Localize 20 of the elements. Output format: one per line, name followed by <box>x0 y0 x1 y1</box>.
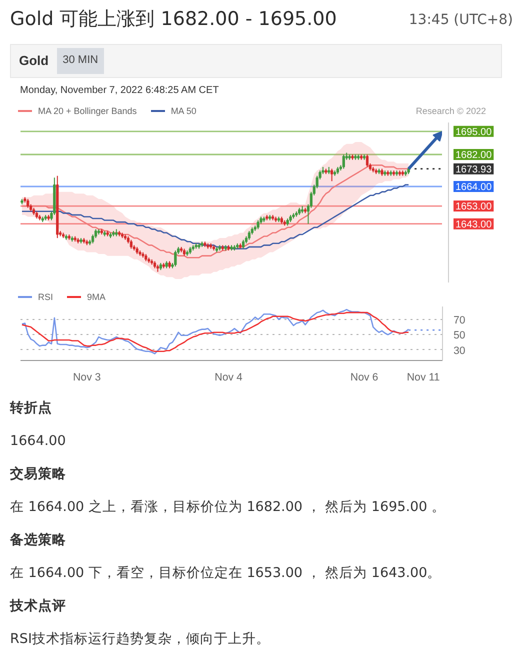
text: 交易策略 <box>10 465 67 484</box>
y-tick-label: 50 <box>454 330 466 342</box>
x-tick-label: Nov 4 <box>214 372 243 384</box>
text: 13:45 (UTC+8) <box>408 11 513 30</box>
x-tick-label: Nov 6 <box>350 372 378 384</box>
text: Gold 可能上涨到 1682.00 - 1695.00 <box>10 7 337 32</box>
text: 转折点 <box>10 399 53 418</box>
legend-label: 9MA <box>87 290 106 304</box>
x-tick-label: Nov 11 <box>406 372 440 384</box>
x-tick-label: Nov 3 <box>72 372 101 384</box>
text: RSI技术指标运行趋势复杂，倾向于上升。 <box>10 630 271 649</box>
y-tick-label: 70 <box>454 314 466 326</box>
y-tick-label: 30 <box>454 344 466 357</box>
text: 备选策略 <box>10 531 67 550</box>
legend-label: RSI <box>38 290 54 304</box>
text: 技术点评 <box>10 597 67 616</box>
text: 在 1664.00 之上，看涨，目标价位为 1682.00 ， 然后为 1695.00 。 <box>10 498 446 517</box>
text: 在 1664.00 下，看空，目标价位定在 1653.00 ， 然后为 1643.00。 <box>10 564 442 583</box>
candlestick <box>174 250 177 267</box>
text: 1664.00 <box>10 432 67 451</box>
